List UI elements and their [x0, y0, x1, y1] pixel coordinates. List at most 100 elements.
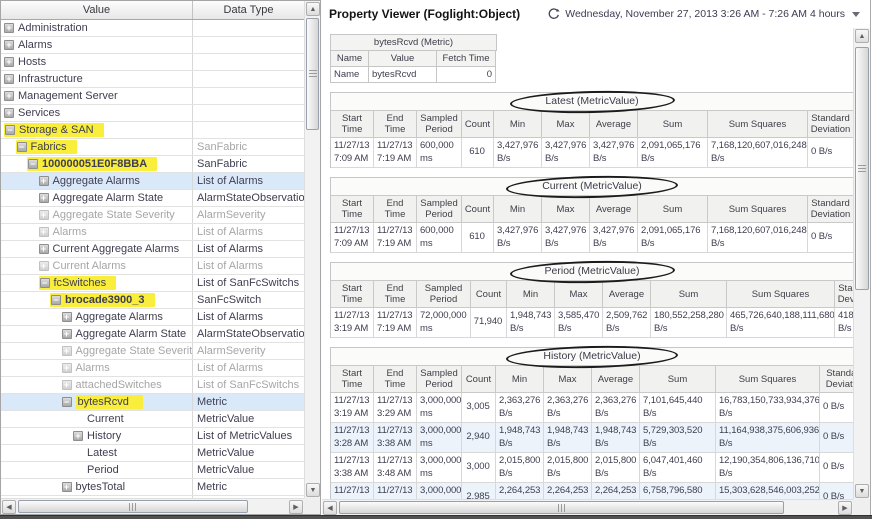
scrollbar-thumb[interactable] — [306, 18, 319, 130]
tree-item-history[interactable]: + History List of MetricValues — [1, 428, 304, 445]
tree-item-storage-san[interactable]: − Storage & SAN — [1, 122, 304, 139]
tree-item-aggregate-alarm-state[interactable]: + Aggregate Alarm State AlarmStateObservat… — [1, 326, 304, 343]
column-header-sum-squares[interactable]: Sum Squares — [727, 281, 835, 308]
column-header-end-time[interactable]: End Time — [374, 281, 417, 308]
tree-item-current-aggregate-alarms[interactable]: + Current Aggregate Alarms List of Alarms — [1, 241, 304, 258]
column-header-standard-deviation[interactable]: Standard Deviation — [835, 281, 853, 308]
collapse-icon[interactable]: − — [5, 125, 15, 135]
tree-item-aggregate-state-severity[interactable]: + Aggregate State Severity AlarmSeverity — [1, 343, 304, 360]
expand-icon[interactable]: + — [61, 346, 72, 356]
scrollbar-thumb[interactable] — [18, 500, 248, 513]
tree-item-services[interactable]: + Services — [1, 105, 304, 122]
column-header-start-time[interactable]: Start Time — [331, 196, 374, 223]
column-header-sum-squares[interactable]: Sum Squares — [716, 366, 820, 393]
column-header-max[interactable]: Max — [542, 196, 590, 223]
collapse-icon[interactable]: − — [39, 278, 50, 288]
expand-icon[interactable]: + — [4, 57, 14, 67]
time-range-selector[interactable]: Wednesday, November 27, 2013 3:26 AM - 7… — [547, 7, 860, 21]
scroll-up-button[interactable]: ▲ — [855, 29, 869, 43]
expand-icon[interactable]: + — [61, 312, 72, 322]
tree-item-current[interactable]: Current MetricValue — [1, 411, 304, 428]
expand-icon[interactable]: + — [4, 74, 14, 84]
column-header-max[interactable]: Max — [544, 366, 592, 393]
column-header-count[interactable]: Count — [471, 281, 507, 308]
tree-item-alarms[interactable]: + Alarms List of Alarms — [1, 224, 304, 241]
column-header-start-time[interactable]: Start Time — [331, 366, 374, 393]
expand-icon[interactable]: + — [61, 482, 72, 492]
tree-item-administration[interactable]: + Administration — [1, 20, 304, 37]
column-header-standard-deviation[interactable]: Standard Deviation — [808, 196, 853, 223]
expand-icon[interactable]: + — [4, 108, 14, 118]
tree-item-aggregate-alarm-state[interactable]: + Aggregate Alarm State AlarmStateObservat… — [1, 190, 304, 207]
tree-item-bytesxmit[interactable]: +bytesXmitMetric — [1, 496, 304, 498]
scroll-right-button[interactable]: ▶ — [289, 500, 303, 514]
expand-icon[interactable]: + — [38, 261, 49, 271]
column-header-sampled-period[interactable]: Sampled Period — [417, 196, 462, 223]
expand-icon[interactable]: + — [38, 193, 49, 203]
tree-item-brocade3900-3[interactable]: − brocade3900_3 SanFcSwitch — [1, 292, 304, 309]
column-header-average[interactable]: Average — [603, 281, 651, 308]
column-header-average[interactable]: Average — [590, 196, 638, 223]
expand-icon[interactable]: + — [73, 431, 83, 441]
expand-icon[interactable]: + — [61, 380, 72, 390]
tree-item-current-alarms[interactable]: + Current Alarms List of Alarms — [1, 258, 304, 275]
column-header-end-time[interactable]: End Time — [374, 366, 417, 393]
expand-icon[interactable]: + — [38, 176, 49, 186]
column-header-min[interactable]: Min — [507, 281, 555, 308]
column-header-count[interactable]: Count — [462, 111, 494, 138]
tree-item-alarms[interactable]: + Alarms — [1, 37, 304, 54]
tree-item-aggregate-alarms[interactable]: + Aggregate Alarms List of Alarms — [1, 309, 304, 326]
column-header-end-time[interactable]: End Time — [374, 196, 417, 223]
tree-vertical-scrollbar[interactable]: ▲ ▼ — [304, 1, 320, 498]
tree-item-alarms[interactable]: + Alarms List of Alarms — [1, 360, 304, 377]
viewer-horizontal-scrollbar[interactable]: ◀ ▶ — [322, 499, 853, 515]
tree-horizontal-scrollbar[interactable]: ◀ ▶ — [1, 498, 304, 514]
scrollbar-thumb[interactable] — [855, 47, 869, 290]
column-header-sampled-period[interactable]: Sampled Period — [417, 111, 462, 138]
expand-icon[interactable]: + — [38, 244, 49, 254]
column-header-average[interactable]: Average — [592, 366, 640, 393]
viewer-vertical-scrollbar[interactable]: ▲ ▼ — [853, 28, 870, 499]
tree-item-latest[interactable]: Latest MetricValue — [1, 445, 304, 462]
tree-item-hosts[interactable]: + Hosts — [1, 54, 304, 71]
scroll-right-button[interactable]: ▶ — [838, 501, 852, 515]
column-header-standard-deviation[interactable]: Standard Deviation — [808, 111, 853, 138]
tree-item-infrastructure[interactable]: + Infrastructure — [1, 71, 304, 88]
scroll-up-button[interactable]: ▲ — [306, 2, 320, 16]
column-header-end-time[interactable]: End Time — [374, 111, 417, 138]
column-header-sampled-period[interactable]: Sampled Period — [417, 366, 462, 393]
expand-icon[interactable]: + — [38, 227, 49, 237]
collapse-icon[interactable]: − — [51, 295, 61, 305]
column-header-average[interactable]: Average — [590, 111, 638, 138]
column-header-start-time[interactable]: Start Time — [331, 281, 374, 308]
tree-item-bytestotal[interactable]: + bytesTotal Metric — [1, 479, 304, 496]
expand-icon[interactable]: + — [4, 40, 14, 50]
tree-item-fcswitches[interactable]: − fcSwitches List of SanFcSwitchs — [1, 275, 304, 292]
collapse-icon[interactable]: − — [61, 397, 72, 407]
column-header-sampled-period[interactable]: Sampled Period — [417, 281, 471, 308]
scroll-down-button[interactable]: ▼ — [855, 484, 869, 498]
expand-icon[interactable]: + — [61, 329, 72, 339]
tree-item-aggregate-alarms[interactable]: + Aggregate Alarms List of Alarms — [1, 173, 304, 190]
column-header-min[interactable]: Min — [494, 196, 542, 223]
column-header-min[interactable]: Min — [496, 366, 544, 393]
tree-item-period[interactable]: Period MetricValue — [1, 462, 304, 479]
column-header-value[interactable]: Value — [1, 1, 193, 19]
collapse-icon[interactable]: − — [28, 159, 38, 169]
column-header-data-type[interactable]: Data Type — [223, 4, 274, 16]
column-header-min[interactable]: Min — [494, 111, 542, 138]
scrollbar-thumb[interactable] — [339, 501, 784, 514]
column-header-sum[interactable]: Sum — [640, 366, 716, 393]
collapse-icon[interactable]: − — [16, 142, 27, 152]
tree-item-fabrics[interactable]: − Fabrics SanFabric — [1, 139, 304, 156]
expand-icon[interactable]: + — [4, 91, 14, 101]
column-header-count[interactable]: Count — [462, 196, 494, 223]
tree-item-management-server[interactable]: + Management Server — [1, 88, 304, 105]
column-header-max[interactable]: Max — [555, 281, 603, 308]
column-header-standard-deviation[interactable]: Standard Deviation — [820, 366, 853, 393]
expand-icon[interactable]: + — [61, 363, 72, 373]
tree-item-100000051e0f8bba[interactable]: −100000051E0F8BBA SanFabric — [1, 156, 304, 173]
column-header-max[interactable]: Max — [542, 111, 590, 138]
column-header-sum[interactable]: Sum — [651, 281, 727, 308]
column-header-count[interactable]: Count — [462, 366, 496, 393]
